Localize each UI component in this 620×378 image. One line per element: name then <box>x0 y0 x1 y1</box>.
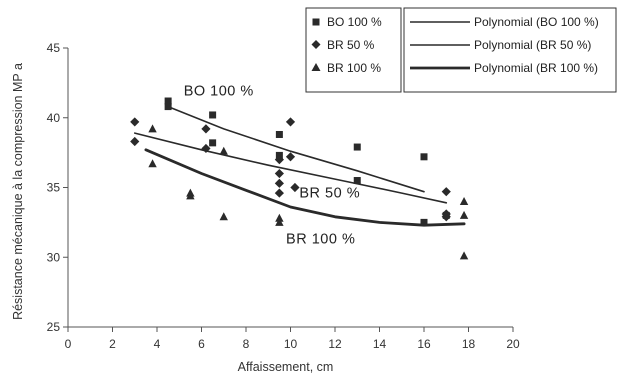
point-diamond <box>290 182 300 193</box>
x-tick-label: 8 <box>243 337 250 351</box>
y-ticks: 25 30 35 40 45 <box>47 41 68 334</box>
trendlines <box>134 105 466 227</box>
point-triangle <box>275 213 284 222</box>
point-diamond <box>201 124 211 134</box>
point-diamond <box>274 155 284 165</box>
trendline-br50 <box>134 132 448 204</box>
x-tick-label: 0 <box>65 337 72 351</box>
point-diamond <box>274 168 284 179</box>
legend-triangle-marker <box>311 63 321 71</box>
point-diamond <box>441 212 451 222</box>
y-tick-label: 35 <box>47 181 61 195</box>
x-tick-label: 20 <box>506 337 520 351</box>
x-tick-label: 12 <box>328 337 342 351</box>
legend-label-br100: BR 100 % <box>327 61 381 75</box>
legend-trendlines: Polynomial (BO 100 %) Polynomial (BR 50 … <box>403 7 617 93</box>
x-tick-label: 4 <box>154 337 161 351</box>
y-tick-label: 45 <box>47 41 61 55</box>
point-square <box>164 97 172 105</box>
point-diamond <box>285 117 296 127</box>
point-square <box>353 177 361 185</box>
point-square <box>209 139 217 147</box>
legend-markers-box <box>305 7 402 93</box>
legend-label-poly-bo100: Polynomial (BO 100 %) <box>474 15 599 29</box>
point-diamond <box>274 178 284 188</box>
point-square <box>420 218 428 226</box>
point-triangle <box>148 159 157 168</box>
point-square <box>420 153 428 161</box>
point-diamond <box>130 117 140 127</box>
point-square <box>353 143 361 151</box>
point-diamond <box>441 187 451 197</box>
legend-label-bo100: BO 100 % <box>327 15 382 29</box>
point-diamond <box>130 136 140 147</box>
legend-label-poly-br50: Polynomial (BR 50 %) <box>474 38 591 52</box>
legend-label-br50: BR 50 % <box>327 38 375 52</box>
annotations: BO 100 % BR 50 % BR 100 % <box>184 83 360 247</box>
point-triangle <box>219 212 228 221</box>
x-tick-label: 16 <box>417 337 431 351</box>
x-axis-title: Affaissement, cm <box>238 360 334 374</box>
legend-diamond-marker <box>311 40 321 49</box>
annotation-br50: BR 50 % <box>299 185 360 201</box>
point-diamond <box>201 143 211 154</box>
trendline-bo100 <box>167 105 425 193</box>
point-square <box>164 103 172 111</box>
y-axis-title: Résistance mécanique à la compression MP… <box>11 63 25 320</box>
annotation-bo100: BO 100 % <box>184 83 254 99</box>
legend-square-marker <box>312 18 320 26</box>
x-ticks: 0 2 4 6 8 10 12 14 16 18 20 <box>65 327 520 351</box>
trendline-br100 <box>144 148 466 227</box>
point-triangle <box>186 191 195 200</box>
point-triangle <box>459 210 469 219</box>
x-tick-label: 14 <box>373 337 387 351</box>
point-triangle <box>459 196 469 205</box>
y-tick-label: 25 <box>47 320 61 334</box>
point-diamond <box>274 188 284 198</box>
x-tick-label: 6 <box>198 337 205 351</box>
x-tick-label: 10 <box>284 337 298 351</box>
point-diamond <box>285 152 296 162</box>
y-tick-label: 30 <box>47 250 61 264</box>
legend-label-poly-br100: Polynomial (BR 100 %) <box>474 61 598 75</box>
point-triangle <box>275 217 284 226</box>
point-triangle <box>459 251 469 260</box>
x-tick-label: 2 <box>109 337 116 351</box>
annotation-br100: BR 100 % <box>286 231 355 247</box>
x-tick-label: 18 <box>462 337 476 351</box>
legend-markers: BO 100 % BR 50 % BR 100 % <box>305 7 402 93</box>
point-square <box>209 111 217 119</box>
data-points <box>130 97 469 260</box>
point-triangle <box>219 146 228 155</box>
point-triangle <box>148 124 157 133</box>
point-square <box>275 130 283 138</box>
y-tick-label: 40 <box>47 111 61 125</box>
